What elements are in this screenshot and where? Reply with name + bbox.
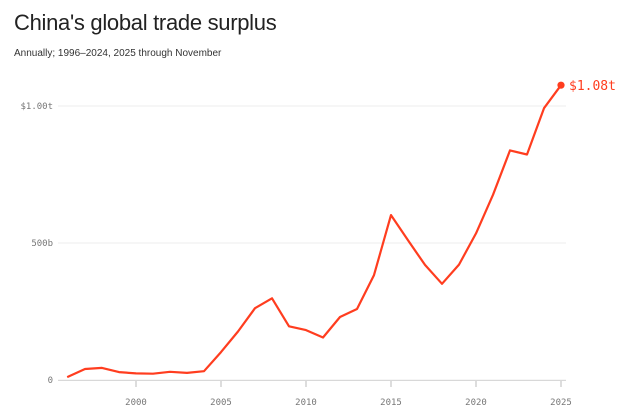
y-tick-label: 500b	[31, 239, 53, 249]
x-axis-tick-labels: 2000 2005 2010 2015 2020 2025	[125, 381, 572, 408]
end-point-marker	[557, 81, 565, 89]
x-tick-label: 2025	[550, 398, 572, 408]
end-value-label: $1.08t	[569, 79, 616, 94]
y-tick-label: 0	[48, 376, 53, 386]
chart-subtitle: Annually; 1996–2024, 2025 through Novemb…	[14, 48, 222, 59]
gridlines	[58, 105, 566, 381]
y-tick-label: $1.00t	[20, 102, 53, 112]
x-tick-label: 2000	[125, 398, 147, 408]
series-line	[66, 84, 563, 378]
x-tick-label: 2010	[295, 398, 317, 408]
x-tick-label: 2020	[465, 398, 487, 408]
x-tick-label: 2015	[380, 398, 402, 408]
chart-title: China's global trade surplus	[14, 10, 277, 35]
x-tick-label: 2005	[210, 398, 232, 408]
series-layer: $1.08t	[66, 79, 616, 378]
y-axis-tick-labels: 0 500b $1.00t	[20, 102, 53, 386]
